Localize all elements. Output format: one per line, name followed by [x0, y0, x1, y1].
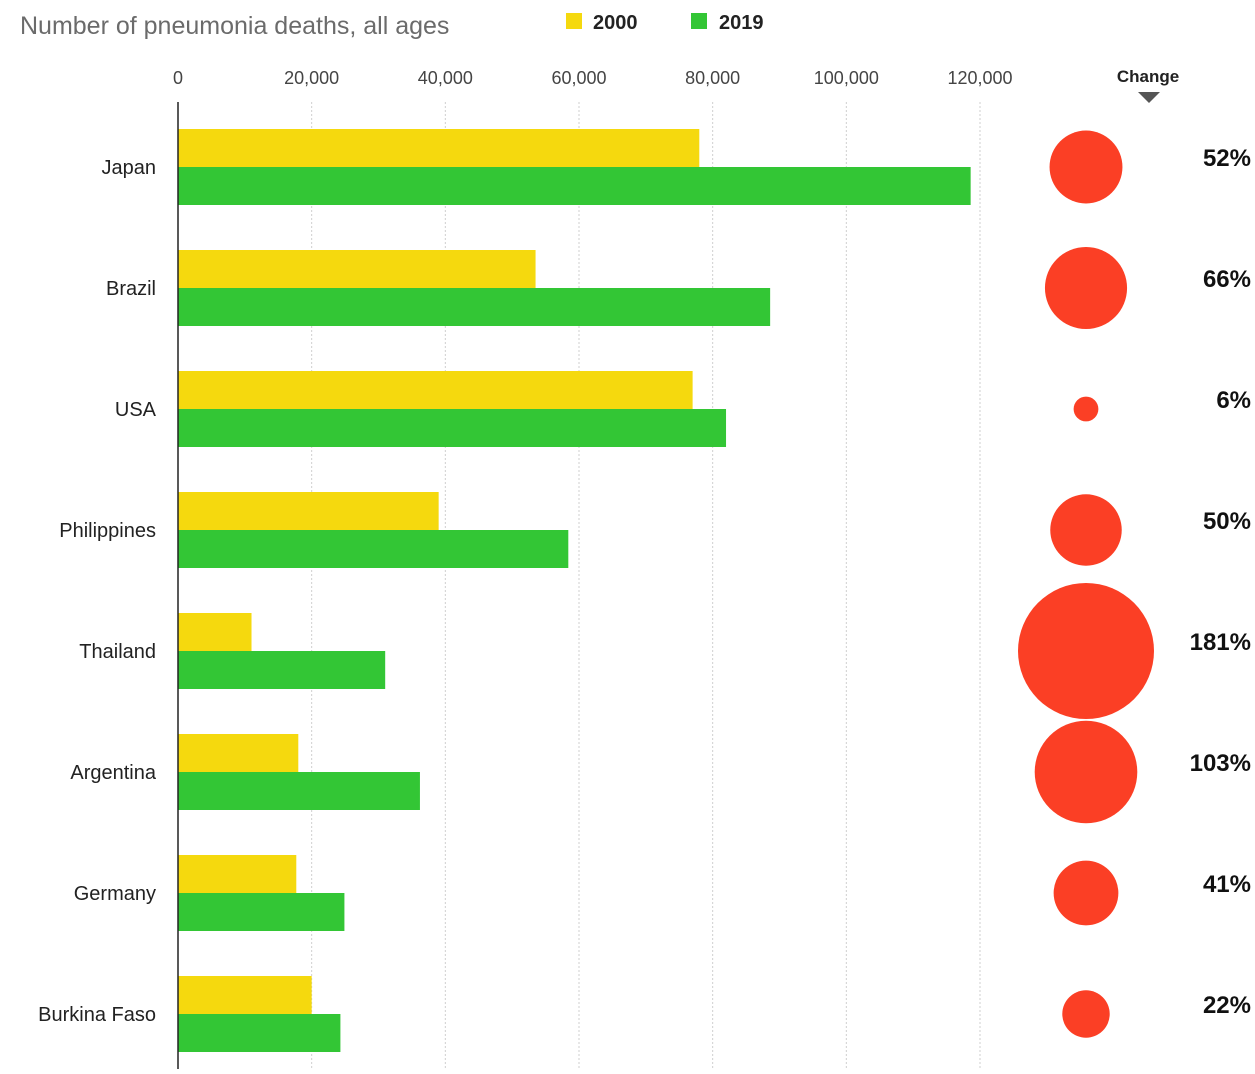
bar-2019: [178, 1014, 341, 1052]
change-labels: 52% 66% 6% 50% 181% 103% 41% 22%: [1190, 145, 1251, 1019]
sort-descending-icon: [1138, 92, 1160, 103]
bar-2000: [178, 250, 536, 288]
grid-lines: [311, 102, 981, 1069]
change-label: 6%: [1216, 387, 1251, 414]
category-label: Brazil: [106, 278, 156, 300]
bar-2019: [178, 893, 345, 931]
x-tick-label: 0: [173, 68, 183, 88]
category-label: USA: [115, 399, 157, 421]
bar-2000: [178, 492, 439, 530]
change-bubble: [1062, 990, 1110, 1038]
x-tick-label: 80,000: [685, 68, 740, 88]
change-label: 181%: [1190, 629, 1251, 656]
x-tick-label: 40,000: [418, 68, 473, 88]
x-tick-labels: 0 20,000 40,000 60,000 80,000 100,000 120,000: [173, 68, 1013, 88]
category-label: Germany: [74, 883, 156, 905]
legend-label-2019: 2019: [719, 12, 764, 34]
bar-2019: [178, 167, 971, 205]
category-labels: Japan Brazil USA Philippines Thailand Argenti…: [38, 157, 157, 1026]
change-header: Change: [1117, 67, 1179, 86]
change-label: 22%: [1203, 992, 1251, 1019]
bar-2000: [178, 855, 297, 893]
change-bubble: [1018, 583, 1154, 719]
change-bubble: [1050, 494, 1122, 566]
change-bubble: [1073, 396, 1099, 422]
change-label: 103%: [1190, 750, 1251, 777]
change-bubbles: [1018, 130, 1154, 1038]
bar-2000: [178, 976, 312, 1014]
category-label: Argentina: [70, 762, 156, 784]
change-label: 41%: [1203, 871, 1251, 898]
legend-swatch-2019: [691, 13, 707, 29]
legend-swatch-2000: [566, 13, 582, 29]
category-label: Philippines: [59, 520, 156, 542]
change-bubble: [1044, 246, 1128, 330]
bar-2019: [178, 530, 569, 568]
category-label: Thailand: [79, 641, 156, 663]
change-bubble: [1053, 860, 1119, 926]
x-tick-label: 100,000: [814, 68, 879, 88]
legend: 2000 2019: [566, 12, 764, 34]
legend-label-2000: 2000: [593, 12, 638, 34]
change-bubble: [1049, 130, 1123, 204]
bar-2000: [178, 129, 700, 167]
bar-2000: [178, 371, 693, 409]
bar-2019: [178, 651, 386, 689]
x-tick-label: 20,000: [284, 68, 339, 88]
change-bubble: [1034, 720, 1138, 824]
category-label: Burkina Faso: [38, 1004, 156, 1026]
x-tick-label: 60,000: [551, 68, 606, 88]
bar-2019: [178, 288, 771, 326]
change-label: 66%: [1203, 266, 1251, 293]
category-label: Japan: [102, 157, 157, 179]
x-tick-label: 120,000: [947, 68, 1012, 88]
chart-title: Number of pneumonia deaths, all ages: [20, 12, 449, 40]
bar-2019: [178, 772, 420, 810]
bar-2000: [178, 734, 299, 772]
bar-2019: [178, 409, 727, 447]
change-label: 52%: [1203, 145, 1251, 172]
bars: [178, 129, 971, 1052]
change-label: 50%: [1203, 508, 1251, 535]
bar-2000: [178, 613, 252, 651]
